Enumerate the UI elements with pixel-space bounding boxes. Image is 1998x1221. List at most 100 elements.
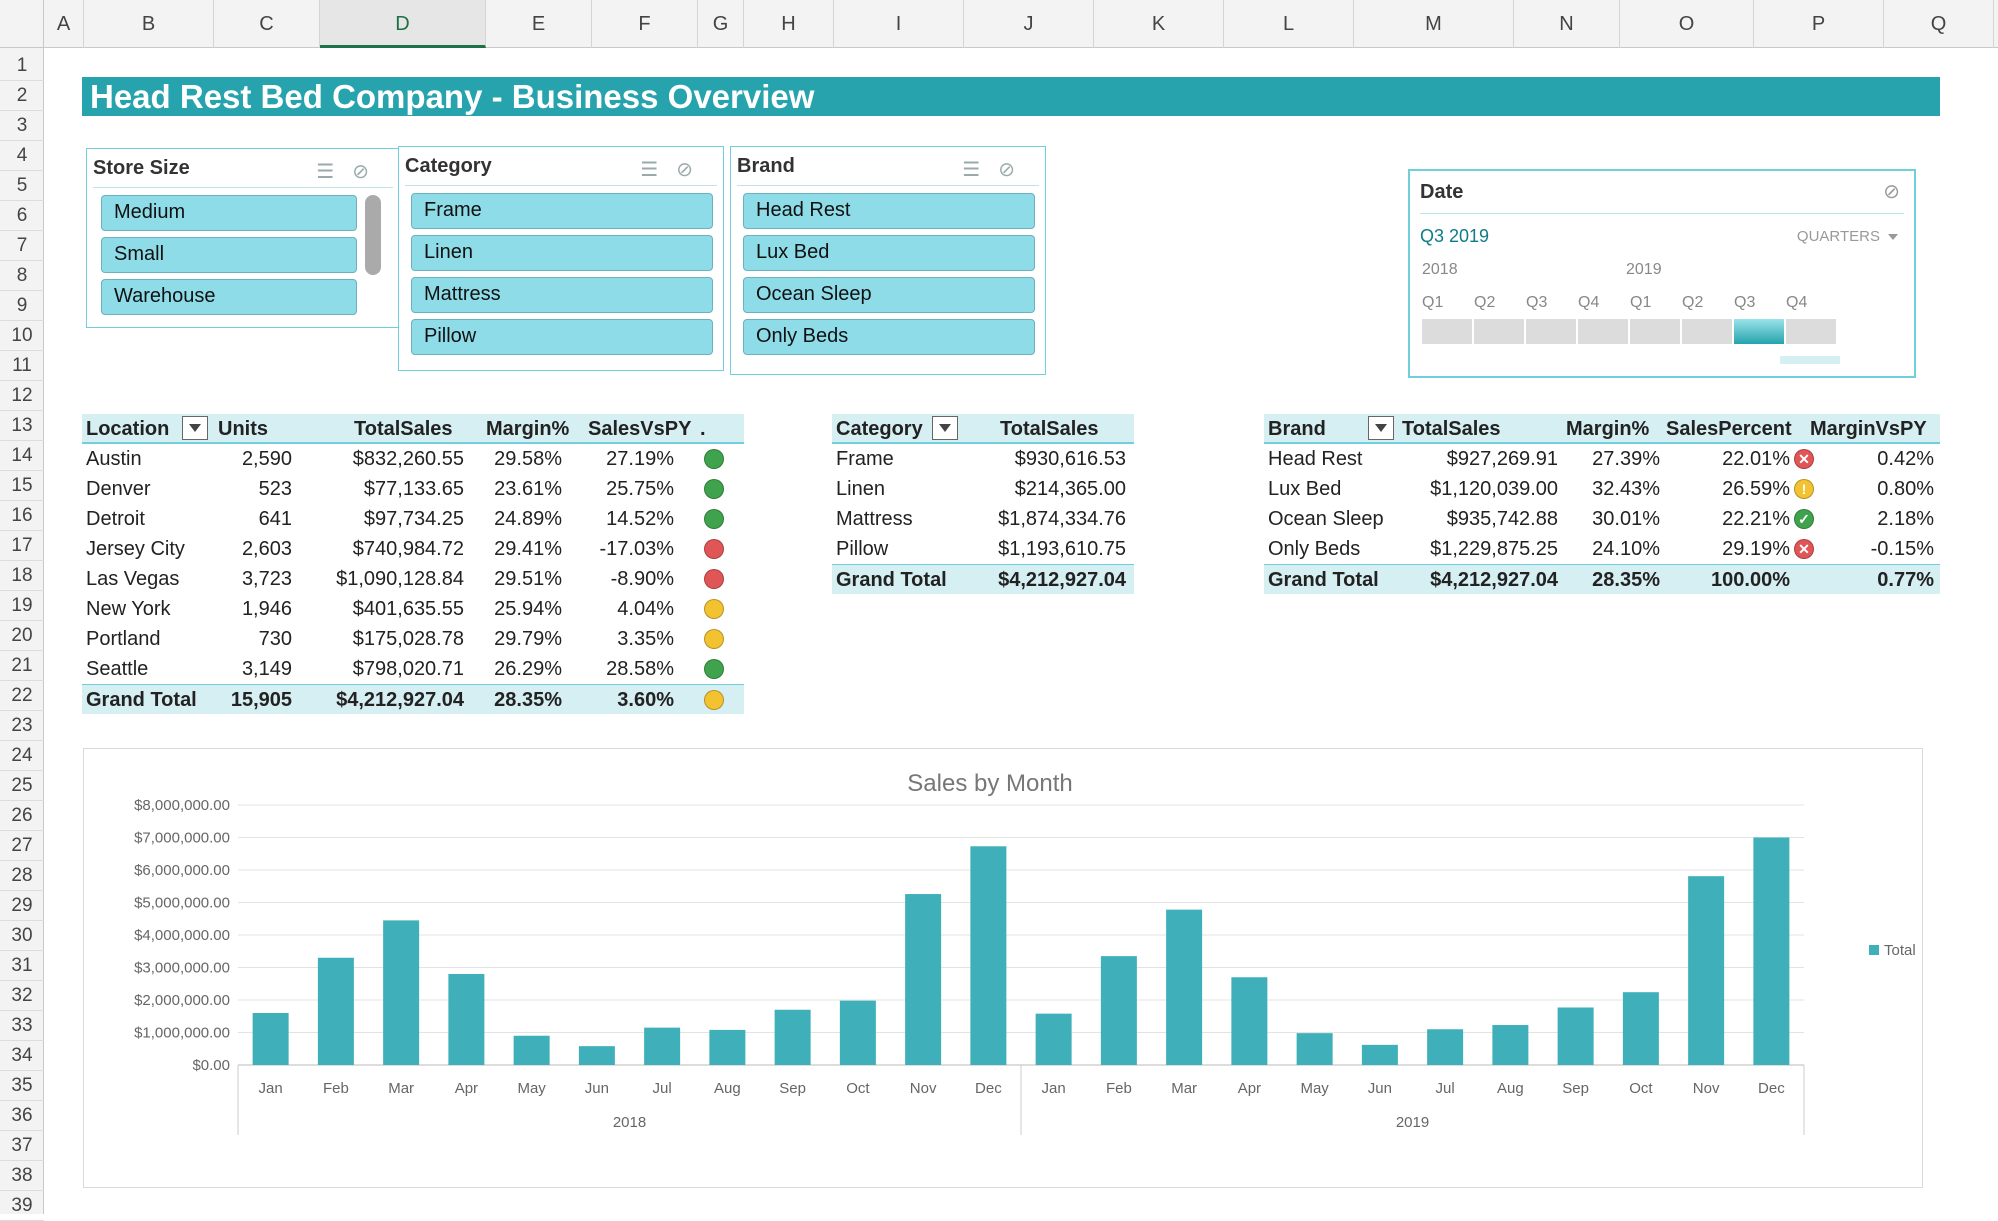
cell-margin[interactable]: 24.89%	[494, 508, 562, 530]
cell-units[interactable]: 3,149	[241, 658, 292, 680]
cell-sales[interactable]: $798,020.71	[352, 658, 464, 680]
cell-location[interactable]: New York	[86, 598, 171, 620]
cell-vspy[interactable]: -17.03%	[599, 538, 675, 560]
timeline-segment[interactable]	[1630, 319, 1680, 344]
total-vspy[interactable]: 3.60%	[617, 689, 674, 711]
cell-vspy[interactable]: 2.18%	[1877, 508, 1934, 530]
cell-margin[interactable]: 23.61%	[494, 478, 562, 500]
cell-location[interactable]: Seattle	[86, 658, 149, 680]
row-header-20[interactable]: 20	[0, 621, 44, 651]
slicer-item-ocean-sleep[interactable]: Ocean Sleep	[743, 277, 1035, 313]
cell-units[interactable]: 730	[258, 628, 292, 650]
cell-margin[interactable]: 30.01%	[1592, 508, 1660, 530]
row-header-28[interactable]: 28	[0, 861, 44, 891]
column-header-label[interactable]: Units	[218, 418, 268, 440]
total-category[interactable]: Grand Total	[836, 569, 947, 591]
cell-margin[interactable]: 29.58%	[494, 448, 562, 470]
slicer-item-linen[interactable]: Linen	[411, 235, 713, 271]
sales-by-month-chart[interactable]: Sales by Month $0.00 $1,000,000.00 $2,000,0…	[83, 748, 1923, 1188]
timeline-segment[interactable]	[1682, 319, 1732, 344]
row-header-27[interactable]: 27	[0, 831, 44, 861]
row-header-23[interactable]: 23	[0, 711, 44, 741]
cell-sales[interactable]: $935,742.88	[1446, 508, 1558, 530]
column-header-label[interactable]: Margin%	[1566, 418, 1650, 440]
cell-sales[interactable]: $77,133.65	[363, 478, 464, 500]
row-header-32[interactable]: 32	[0, 981, 44, 1011]
row-header-4[interactable]: 4	[0, 141, 44, 171]
timeline-level-dropdown[interactable]: QUARTERS	[1796, 228, 1880, 245]
column-header-j[interactable]: J	[964, 0, 1094, 48]
multi-select-icon[interactable]: ☰	[640, 159, 677, 181]
slicer-item-small[interactable]: Small	[101, 237, 357, 273]
filter-dropdown-button[interactable]	[1368, 416, 1394, 440]
cell-sales[interactable]: $927,269.91	[1446, 448, 1558, 470]
column-header-e[interactable]: E	[486, 0, 592, 48]
row-header-17[interactable]: 17	[0, 531, 44, 561]
column-header-b[interactable]: B	[84, 0, 214, 48]
column-header-label[interactable]: SalesVsPY	[588, 418, 692, 440]
total-pct[interactable]: 100.00%	[1711, 569, 1790, 591]
row-header-19[interactable]: 19	[0, 591, 44, 621]
column-header-label[interactable]: TotalSales	[1402, 418, 1501, 440]
chevron-down-icon[interactable]	[1888, 234, 1898, 240]
cell-units[interactable]: 523	[258, 478, 292, 500]
column-header-l[interactable]: L	[1224, 0, 1354, 48]
multi-select-icon[interactable]: ☰	[316, 161, 353, 183]
timeline-segment[interactable]	[1422, 319, 1472, 344]
cell-category[interactable]: Pillow	[836, 538, 889, 560]
cell-vspy[interactable]: 27.19%	[606, 448, 674, 470]
cell-brand[interactable]: Head Rest	[1268, 448, 1363, 470]
row-header-22[interactable]: 22	[0, 681, 44, 711]
row-header-12[interactable]: 12	[0, 381, 44, 411]
slicer-item-frame[interactable]: Frame	[411, 193, 713, 229]
row-header-37[interactable]: 37	[0, 1131, 44, 1161]
total-vspy[interactable]: 0.77%	[1877, 569, 1934, 591]
cell-margin[interactable]: 27.39%	[1592, 448, 1660, 470]
column-header-label[interactable]: MarginVsPY	[1810, 418, 1927, 440]
cell-pct[interactable]: 26.59%	[1722, 478, 1790, 500]
row-header-6[interactable]: 6	[0, 201, 44, 231]
row-header-35[interactable]: 35	[0, 1071, 44, 1101]
cell-category[interactable]: Linen	[836, 478, 885, 500]
cell-margin[interactable]: 26.29%	[494, 658, 562, 680]
row-header-29[interactable]: 29	[0, 891, 44, 921]
cell-sales[interactable]: $1,120,039.00	[1430, 478, 1558, 500]
cell-brand[interactable]: Only Beds	[1268, 538, 1361, 560]
column-header-label[interactable]: Brand	[1268, 418, 1326, 440]
slicer-item-head-rest[interactable]: Head Rest	[743, 193, 1035, 229]
row-header-16[interactable]: 16	[0, 501, 44, 531]
row-header-5[interactable]: 5	[0, 171, 44, 201]
cell-sales[interactable]: $1,090,128.84	[336, 568, 464, 590]
row-header-15[interactable]: 15	[0, 471, 44, 501]
cell-vspy[interactable]: 14.52%	[606, 508, 674, 530]
cell-margin[interactable]: 29.79%	[494, 628, 562, 650]
cell-location[interactable]: Portland	[86, 628, 161, 650]
row-header-10[interactable]: 10	[0, 321, 44, 351]
row-header-34[interactable]: 34	[0, 1041, 44, 1071]
row-header-8[interactable]: 8	[0, 261, 44, 291]
row-header-38[interactable]: 38	[0, 1161, 44, 1191]
cell-category[interactable]: Mattress	[836, 508, 913, 530]
column-header-label[interactable]: Category	[836, 418, 923, 440]
row-header-30[interactable]: 30	[0, 921, 44, 951]
multi-select-icon[interactable]: ☰	[962, 159, 999, 181]
row-header-26[interactable]: 26	[0, 801, 44, 831]
cell-sales[interactable]: $832,260.55	[352, 448, 464, 470]
total-margin[interactable]: 28.35%	[1592, 569, 1660, 591]
filter-dropdown-button[interactable]	[182, 416, 208, 440]
cell-units[interactable]: 641	[258, 508, 292, 530]
cell-location[interactable]: Jersey City	[86, 538, 185, 560]
total-sales[interactable]: $4,212,927.04	[1430, 569, 1558, 591]
total-units[interactable]: 15,905	[230, 689, 292, 711]
column-header-m[interactable]: M	[1354, 0, 1514, 48]
slicer-item-pillow[interactable]: Pillow	[411, 319, 713, 355]
cell-brand[interactable]: Lux Bed	[1268, 478, 1342, 500]
row-header-33[interactable]: 33	[0, 1011, 44, 1041]
cell-vspy[interactable]: -0.15%	[1870, 538, 1934, 560]
cell-margin[interactable]: 32.43%	[1592, 478, 1660, 500]
clear-filter-icon[interactable]: ⊘	[998, 159, 1033, 181]
timeline-segment[interactable]	[1786, 319, 1836, 344]
total-brand[interactable]: Grand Total	[1268, 569, 1379, 591]
cell-vspy[interactable]: 3.35%	[617, 628, 674, 650]
cell-units[interactable]: 2,603	[241, 538, 292, 560]
